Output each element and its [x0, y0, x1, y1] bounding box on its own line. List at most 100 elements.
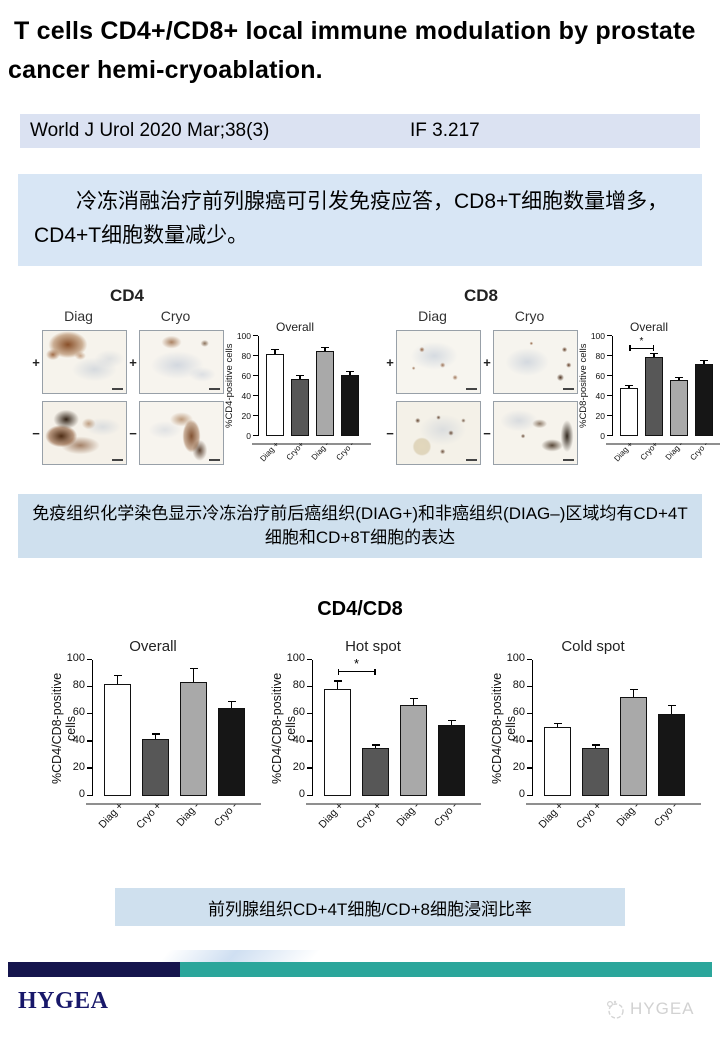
brand-logo-text: HYGEA [18, 988, 109, 1014]
cd8-histology-grid: + + − − [384, 330, 578, 465]
minus-sign: − [129, 425, 137, 441]
bc-tick-label: 0 [518, 788, 525, 800]
bc-errcap [553, 722, 562, 724]
bc-err [591, 744, 600, 749]
ratio-overall-chart: Overall %CD4/CD8-positive cells 0 20 40 60 80 1… [50, 638, 261, 844]
plus-sign: + [483, 354, 491, 370]
figure1-caption: 免疫组织化学染色显示冷冻治疗前后癌组织(DIAG+)和非癌组织(DIAG–)区域… [18, 494, 702, 558]
bc-tick-label: 60 [512, 706, 525, 719]
cd4-histology-grid: + + − − [30, 330, 224, 465]
bc-tick [607, 394, 612, 396]
cd8-overall-chart: Overall %CD8-positive cells 0 20 40 60 80 100 * D… [578, 320, 720, 474]
scale-bar [209, 388, 220, 390]
cd8-cryo-negative-image [493, 401, 578, 465]
bc-xlabels: Diag + Cryo+ Diag - Cryo - [612, 436, 719, 474]
bc-bar [362, 748, 389, 796]
bc-bar [670, 380, 688, 436]
bc-tick [527, 658, 532, 660]
bc-tick [527, 713, 532, 715]
bc-tick-label: 40 [72, 733, 85, 746]
bc-bar [266, 354, 284, 436]
bc-sig-star: * [353, 656, 360, 672]
bc-bar [180, 681, 207, 796]
bc-tick [527, 794, 532, 796]
bc-errcap [333, 680, 342, 682]
bc-tick-label: 0 [600, 430, 605, 441]
bc-plot [86, 660, 261, 805]
cd4-diag-positive-image [42, 330, 127, 394]
bc-baseline [306, 803, 481, 805]
bc-bar [645, 357, 663, 436]
bc-ylabel: %CD4-positive cells [224, 343, 235, 429]
plus-sign: + [32, 354, 40, 370]
bc-bar [142, 738, 169, 796]
bc-tick [607, 334, 612, 336]
bc-plot [252, 336, 371, 445]
bc-tick [87, 794, 92, 796]
bc-sig-end [337, 668, 339, 675]
bc-bar [104, 684, 131, 796]
bc-title: Hot spot [345, 638, 401, 655]
bc-err [271, 349, 279, 354]
journal-citation: World J Urol 2020 Mar;38(3) [30, 120, 270, 141]
bc-errcap [447, 719, 456, 722]
bc-tick-label: 0 [78, 788, 85, 800]
bc-errcap [227, 700, 236, 703]
bc-xlabels: Diag + Cryo + Diag - Cryo - [312, 796, 475, 844]
minus-sign: − [386, 425, 394, 441]
bc-tick-label: 100 [506, 652, 525, 664]
bc-tick-label: 0 [298, 788, 305, 800]
bc-tick [527, 740, 532, 742]
bc-err [625, 385, 633, 388]
bc-errcap [296, 375, 304, 377]
bc-err [333, 680, 342, 689]
bc-bar [658, 714, 685, 796]
bc-tick [307, 740, 312, 742]
bc-err [409, 698, 418, 705]
bc-bar [620, 696, 647, 796]
figure2-caption-text: 前列腺组织CD+4T细胞/CD+8细胞浸润比率 [208, 899, 532, 919]
cd4-cryo-positive-image [139, 330, 224, 394]
scale-bar [112, 388, 123, 390]
bc-bar [316, 351, 334, 436]
bc-title: Overall [275, 320, 314, 334]
bc-tick-label: 100 [286, 652, 305, 664]
bc-tick-label: 40 [292, 733, 305, 746]
bc-err [189, 668, 198, 682]
bc-tick-label: 80 [512, 679, 525, 692]
watermark-globe-icon [606, 1000, 624, 1019]
bc-xlabels: Diag + Cryo + Diag - Cryo - [92, 796, 255, 844]
bc-sig-end [374, 668, 376, 675]
bc-err [667, 704, 676, 715]
bc-yaxis: 0 20 40 60 80 100 [236, 331, 258, 440]
bc-tick [307, 685, 312, 688]
bc-tick-label: 20 [241, 410, 251, 421]
scale-bar [112, 459, 123, 461]
bc-err [346, 371, 354, 375]
bc-tick [253, 434, 258, 436]
impact-factor: IF 3.217 [410, 120, 480, 141]
bc-bar [544, 726, 571, 796]
bc-yaxis: 0 20 40 60 80 100 [505, 653, 532, 800]
bc-errcap [650, 353, 658, 355]
bc-err [371, 744, 380, 749]
bc-err [650, 353, 658, 357]
bc-errcap [629, 688, 638, 690]
bc-tick-label: 80 [72, 679, 85, 692]
bc-tick-label: 100 [66, 652, 85, 664]
bc-tick-label: 60 [595, 370, 605, 381]
ratio-coldspot-chart: Cold spot %CD4/CD8-positive cells 0 20 40 60 8… [490, 638, 701, 844]
journal-bar: World J Urol 2020 Mar;38(3) IF 3.217 [20, 114, 700, 148]
bc-tick-label: 60 [292, 706, 305, 719]
figure2-caption: 前列腺组织CD+4T细胞/CD+8细胞浸润比率 [115, 888, 625, 926]
bc-err [675, 377, 683, 380]
bc-plot: * [606, 336, 720, 445]
cd8-panel-title: CD8 [463, 286, 498, 305]
plus-sign: + [386, 354, 394, 370]
bc-body: %CD4/CD8-positive cells 0 20 40 60 80 100 [50, 653, 261, 805]
watermark: HYGEA [604, 998, 695, 1020]
bc-bar [695, 364, 713, 436]
cd4-panel-title: CD4 [109, 286, 144, 305]
cd8-cryo-label: Cryo [514, 308, 545, 324]
bc-baseline [86, 803, 261, 805]
